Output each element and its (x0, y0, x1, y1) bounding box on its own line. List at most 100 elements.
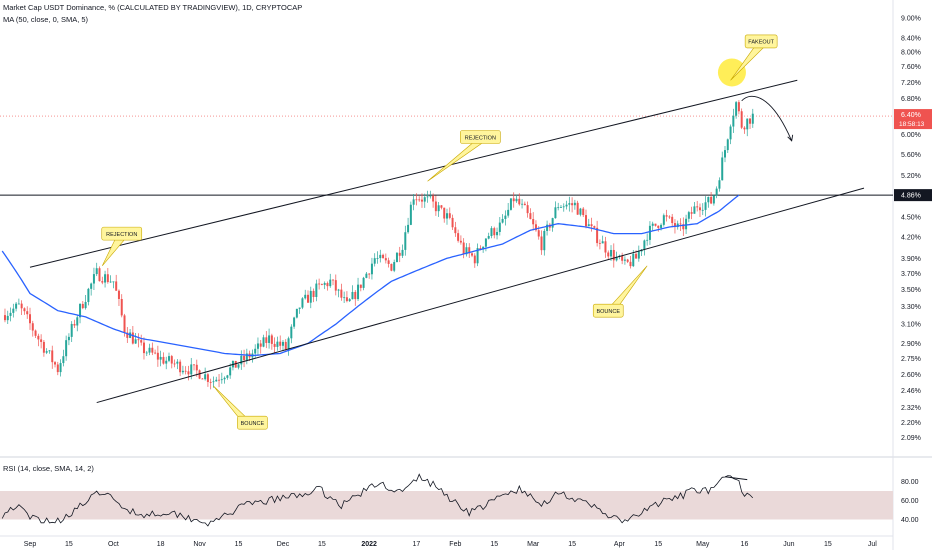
candle-body (482, 246, 485, 250)
candle-body (243, 355, 246, 361)
candle-body (529, 213, 532, 220)
candle-body (440, 205, 443, 208)
candle-body (23, 308, 26, 312)
candle-body (184, 370, 187, 372)
candle-body (690, 212, 693, 214)
candle-body (343, 297, 346, 299)
rsi-divergence-line (724, 476, 748, 481)
y-tick-label: 2.60% (901, 372, 921, 379)
candle-body (281, 341, 284, 346)
ma-legend: MA (50, close, 0, SMA, 5) (3, 15, 89, 24)
y-tick-label: 3.50% (901, 287, 921, 294)
candle-body (715, 188, 718, 196)
candle-body (40, 339, 43, 342)
candle-body (315, 283, 318, 297)
candle-body (26, 311, 29, 315)
candle-body (115, 281, 118, 291)
candle-body (223, 377, 226, 380)
candle-body (148, 347, 151, 353)
candle-body (329, 279, 332, 287)
candle-body (596, 227, 599, 244)
level-badge (894, 189, 932, 202)
rsi-legend: RSI (14, close, SMA, 14, 2) (3, 464, 94, 473)
y-tick-label: 9.00% (901, 16, 921, 23)
candle-body (557, 207, 560, 209)
candle-body (420, 199, 423, 202)
candle-body (582, 208, 585, 216)
x-tick-label: Mar (527, 541, 540, 548)
chart-title: Market Cap USDT Dominance, % (CALCULATED… (3, 3, 303, 12)
candle-body (526, 205, 529, 214)
candle-body (92, 274, 95, 284)
y-tick-label: 3.70% (901, 271, 921, 278)
ma50-line (1, 194, 740, 357)
candle-body (87, 288, 90, 303)
y-tick-label: 2.32% (901, 405, 921, 412)
candle-body (218, 379, 221, 381)
candle-body (712, 195, 715, 204)
candle-body (81, 303, 84, 309)
rsi-tick-label: 80.00 (901, 479, 919, 486)
candle-body (740, 111, 743, 128)
candle-body (607, 252, 610, 257)
candle-body (67, 336, 70, 341)
callout-label: FAKEOUT (748, 40, 774, 46)
y-tick-label: 2.46% (901, 388, 921, 395)
candle-body (721, 157, 724, 181)
candle-body (382, 254, 385, 259)
callout-label: BOUNCE (241, 421, 265, 427)
candle-body (62, 356, 65, 364)
candle-body (418, 199, 421, 201)
candle-body (126, 332, 129, 338)
x-tick-label: May (696, 541, 710, 548)
candle-body (726, 139, 729, 151)
x-tick-label: Dec (277, 541, 290, 548)
candle-body (612, 249, 615, 261)
callout-pointer (427, 141, 486, 182)
x-tick-label: Feb (449, 541, 461, 548)
candle-body (284, 341, 287, 350)
x-tick-label: 15 (65, 541, 73, 548)
candle-body (373, 258, 376, 264)
candle-body (293, 317, 296, 327)
candle-body (693, 206, 696, 214)
candle-body (493, 228, 496, 236)
price-badge (894, 109, 932, 130)
candle-body (145, 352, 148, 354)
candle-body (724, 150, 726, 158)
candle-body (357, 284, 360, 300)
candle-body (671, 216, 674, 224)
y-tick-label: 2.90% (901, 341, 921, 348)
candle-body (751, 113, 754, 124)
candle-body (687, 212, 690, 219)
arrow-head (787, 134, 794, 142)
candle-body (468, 247, 471, 254)
candle-body (120, 298, 123, 316)
candle-body (365, 273, 368, 278)
candle-body (332, 279, 335, 281)
candle-body (679, 223, 682, 225)
x-tick-label: 16 (741, 541, 749, 548)
candle-body (142, 342, 145, 354)
candle-body (201, 378, 204, 380)
candle-body (646, 239, 649, 241)
candle-body (610, 249, 613, 257)
candle-body (109, 281, 112, 283)
candle-body (532, 219, 535, 225)
callout-label: BOUNCE (596, 309, 620, 315)
candle-body (51, 350, 54, 363)
candle-body (665, 215, 668, 217)
candle-body (209, 381, 212, 383)
candle-body (707, 196, 710, 203)
callout-box (101, 226, 143, 241)
candle-body (140, 340, 143, 343)
price-badge-value: 6.40% (901, 112, 921, 119)
candle-body (165, 360, 168, 364)
candle-body (568, 203, 571, 205)
candle-body (379, 254, 382, 259)
candle-body (359, 284, 362, 288)
candle-body (496, 231, 499, 236)
candle-body (376, 258, 379, 259)
candle-body (629, 261, 632, 267)
